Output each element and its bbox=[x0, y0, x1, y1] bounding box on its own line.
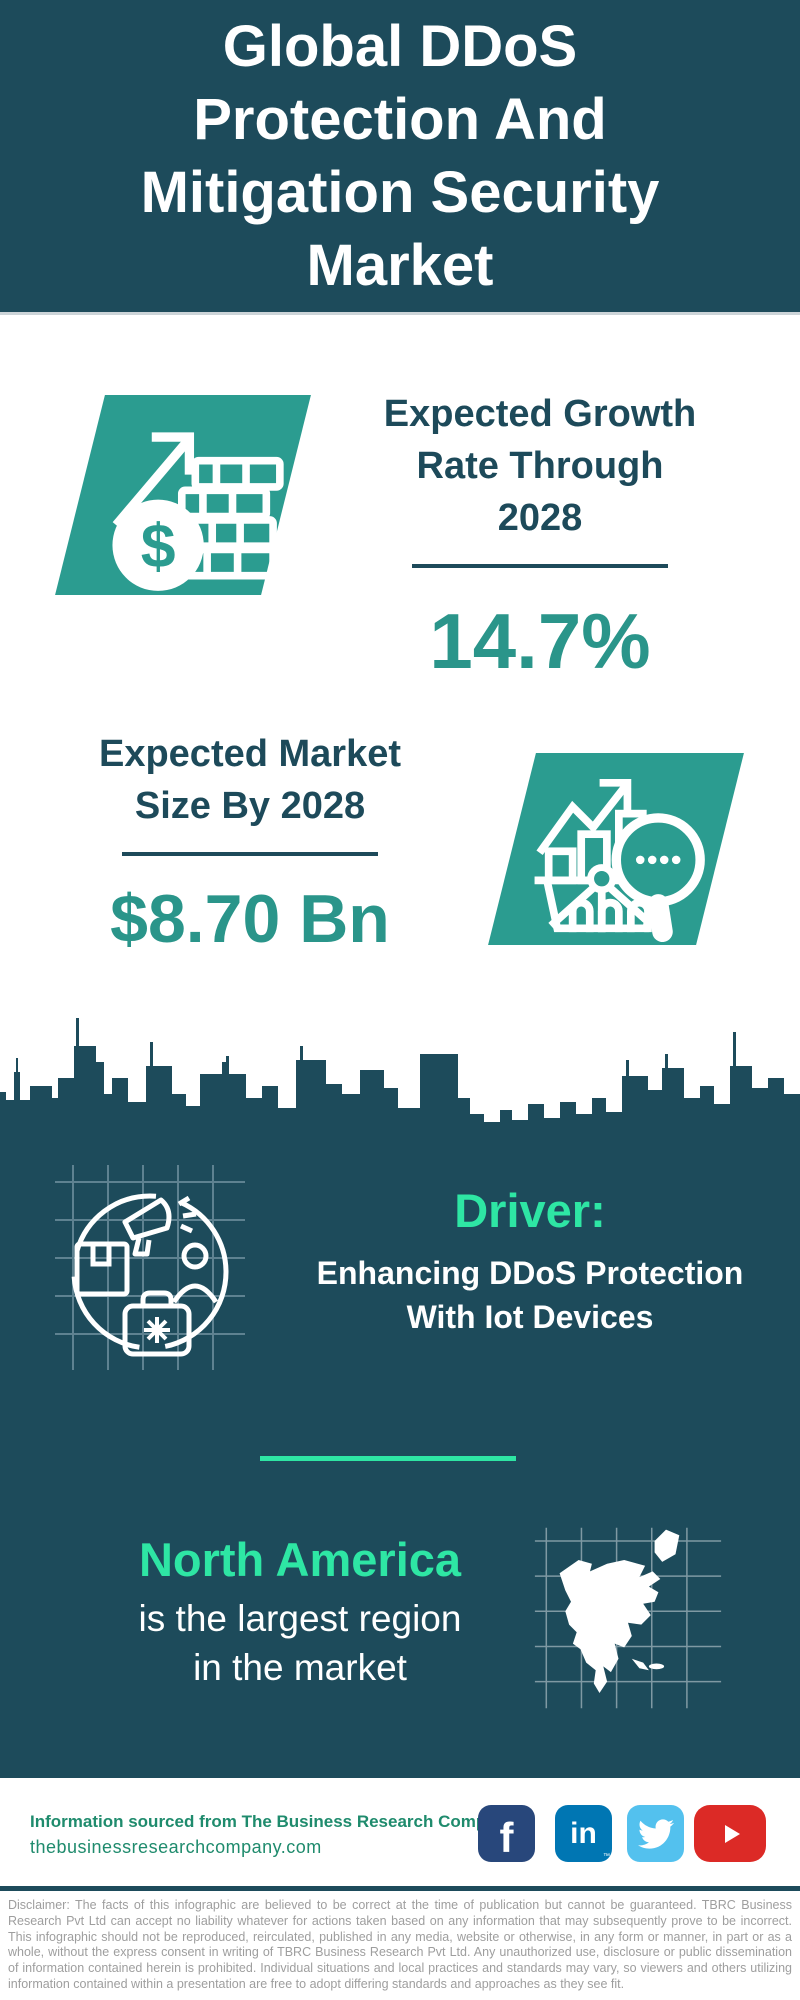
commerce-promotion-icon bbox=[55, 1165, 245, 1370]
facebook-icon[interactable]: f bbox=[478, 1805, 535, 1862]
growth-rate-value: 14.7% bbox=[429, 597, 651, 685]
region-divider bbox=[260, 1456, 516, 1461]
money-growth-icon: $ bbox=[112, 432, 284, 591]
region-description-line: is the largest region bbox=[138, 1598, 462, 1639]
growth-heading-line: Rate Through 2028 bbox=[416, 445, 664, 539]
growth-heading-line: Expected Growth bbox=[383, 393, 697, 435]
title-line: Mitigation Security bbox=[140, 160, 660, 225]
title-line: Market bbox=[306, 233, 494, 298]
market-size-value: $8.70 Bn bbox=[110, 881, 390, 957]
growth-heading: Expected Growth Rate Through 2028 bbox=[370, 388, 710, 544]
dollar-coin-icon bbox=[112, 499, 204, 591]
driver-description-line: Enhancing DDoS Protection bbox=[316, 1255, 744, 1291]
trademark-symbol: ™ bbox=[603, 1853, 610, 1860]
twitter-bird-icon bbox=[637, 1818, 674, 1849]
driver-section: Driver: Enhancing DDoS Protection With I… bbox=[300, 1185, 760, 1339]
region-description: is the largest region in the market bbox=[95, 1594, 505, 1692]
city-skyline-silhouette bbox=[0, 1018, 800, 1148]
market-size-heading-line: Expected Market bbox=[98, 733, 401, 775]
briefcase-icon bbox=[122, 1290, 192, 1357]
svg-text:$: $ bbox=[141, 511, 176, 581]
driver-label: Driver: bbox=[454, 1184, 606, 1237]
market-analysis-icon bbox=[534, 778, 705, 942]
package-box-icon bbox=[74, 1241, 130, 1297]
driver-description-line: With Iot Devices bbox=[406, 1299, 654, 1335]
source-text: Information sourced from The Business Re… bbox=[30, 1812, 516, 1831]
page-title: Global DDoS Protection And Mitigation Se… bbox=[141, 10, 660, 302]
grid-lines bbox=[55, 1165, 245, 1370]
market-size-heading: Expected Market Size By 2028 bbox=[60, 728, 440, 832]
facebook-glyph: f bbox=[499, 1813, 514, 1861]
header-banner: Global DDoS Protection And Mitigation Se… bbox=[0, 0, 800, 315]
market-size-divider bbox=[122, 852, 378, 856]
play-icon bbox=[725, 1824, 740, 1843]
market-size-stat: Expected Market Size By 2028 $8.70 Bn bbox=[60, 728, 440, 958]
growth-divider bbox=[412, 564, 668, 568]
source-info: Information sourced from The Business Re… bbox=[30, 1810, 516, 1860]
region-section: North America is the largest region in t… bbox=[95, 1532, 505, 1692]
source-website: thebusinessresearchcompany.com bbox=[30, 1837, 322, 1857]
region-description-line: in the market bbox=[193, 1647, 407, 1688]
driver-description: Enhancing DDoS Protection With Iot Devic… bbox=[300, 1251, 760, 1339]
region-name: North America bbox=[138, 1533, 462, 1586]
megaphone-icon bbox=[122, 1195, 197, 1257]
disclaimer-top-rule bbox=[0, 1886, 800, 1891]
person-icon bbox=[171, 1242, 219, 1304]
twitter-icon[interactable] bbox=[627, 1805, 684, 1862]
youtube-icon[interactable] bbox=[694, 1805, 766, 1862]
title-line: Protection And bbox=[193, 87, 607, 152]
magnifier-dots-icon bbox=[635, 855, 681, 865]
title-line: Global DDoS bbox=[222, 14, 578, 79]
market-size-heading-line: Size By 2028 bbox=[134, 785, 366, 827]
disclaimer-text: Disclaimer: The facts of this infographi… bbox=[8, 1898, 792, 1991]
north-america-map bbox=[534, 1527, 722, 1709]
linkedin-icon[interactable]: in ™ bbox=[555, 1805, 612, 1862]
growth-stat: Expected Growth Rate Through 2028 14.7% bbox=[370, 388, 710, 687]
linkedin-glyph: in bbox=[570, 1816, 597, 1850]
